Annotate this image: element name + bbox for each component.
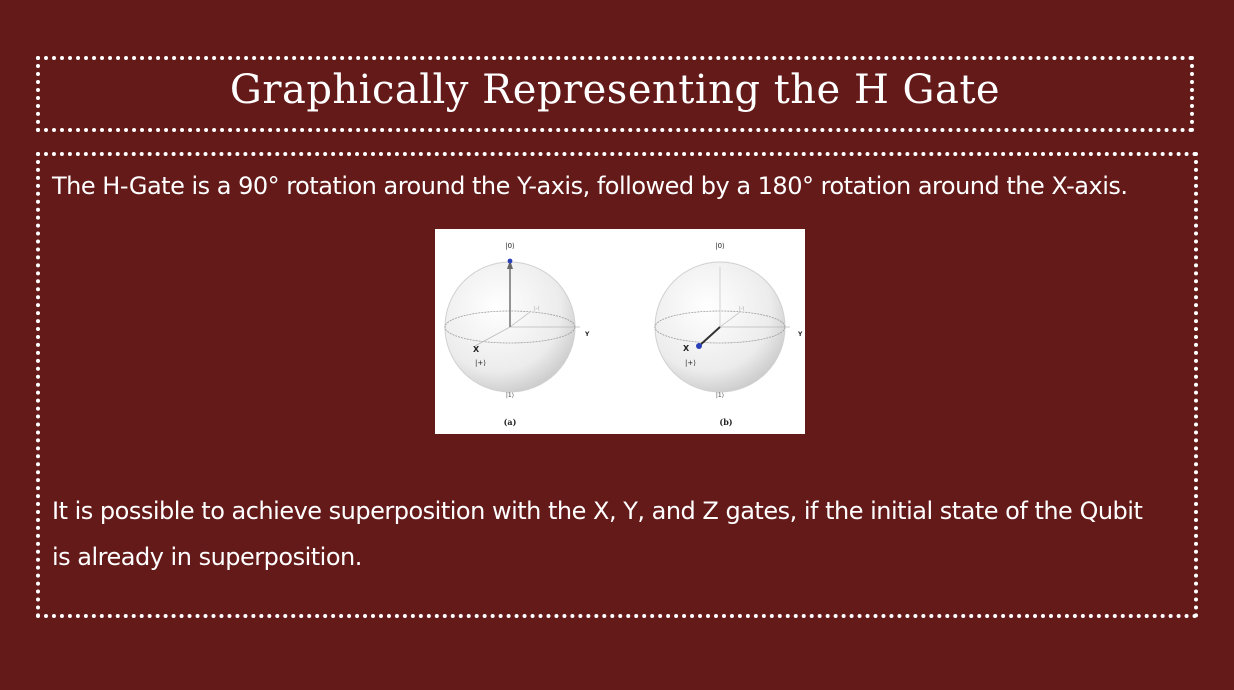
- bloch-spheres-svg: |0⟩ |1⟩ X Y |+⟩ |-⟩ (a) |0⟩ |1⟩ X Y: [444, 242, 803, 427]
- content-box: The H-Gate is a 90° rotation around the …: [36, 152, 1198, 618]
- body-text-2: It is possible to achieve superposition …: [52, 497, 1143, 571]
- bloch-sphere-figure: |0⟩ |1⟩ X Y |+⟩ |-⟩ (a) |0⟩ |1⟩ X Y: [435, 229, 805, 434]
- vector-head-a: [507, 260, 513, 269]
- x-axis-a: [474, 326, 511, 347]
- state-vector-b: [698, 326, 721, 347]
- bloch-sphere-a: |0⟩ |1⟩ X Y |+⟩ |-⟩ (a): [444, 242, 590, 427]
- ket-minus-label-a: |-⟩: [534, 306, 539, 312]
- x-label-b: X: [683, 344, 690, 353]
- ket-0-label-b: |0⟩: [715, 242, 725, 250]
- state-point-b: [696, 343, 702, 349]
- body-text-1: The H-Gate is a 90° rotation around the …: [52, 172, 1128, 200]
- ket-plus-label-a: |+⟩: [475, 359, 486, 367]
- state-point-a: [507, 258, 513, 264]
- caption-a: (a): [504, 417, 517, 427]
- minus-axis-b: [719, 311, 741, 328]
- x-label-a: X: [473, 345, 480, 354]
- bloch-sphere-b: |0⟩ |1⟩ X Y |+⟩ |-⟩ (b): [654, 242, 803, 427]
- y-label-a: Y: [584, 331, 590, 338]
- title-box: Graphically Representing the H Gate: [36, 56, 1194, 132]
- ket-plus-label-b: |+⟩: [685, 359, 696, 367]
- ket-0-label-a: |0⟩: [505, 242, 515, 250]
- ket-1-label-a: |1⟩: [506, 392, 514, 399]
- y-label-b: Y: [797, 331, 803, 338]
- ket-1-label-b: |1⟩: [716, 392, 724, 399]
- ket-minus-label-b: |-⟩: [739, 306, 744, 312]
- minus-axis-a: [509, 311, 531, 328]
- slide-title: Graphically Representing the H Gate: [229, 67, 1001, 113]
- caption-b: (b): [719, 417, 732, 427]
